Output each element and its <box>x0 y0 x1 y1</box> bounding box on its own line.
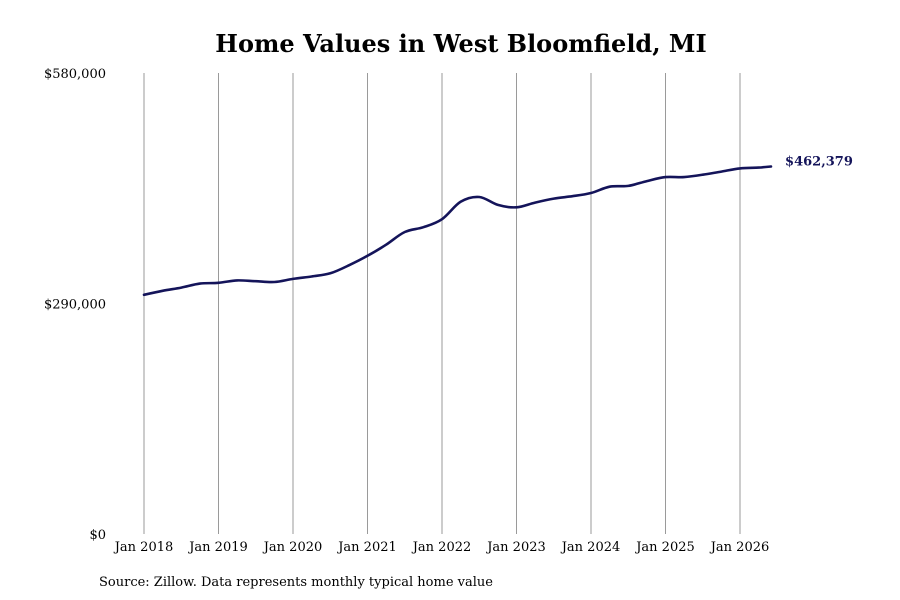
x-tick-label: Jan 2018 <box>113 540 174 555</box>
end-value-label: $462,379 <box>785 154 853 169</box>
x-tick-label: Jan 2023 <box>485 540 546 555</box>
source-note: Source: Zillow. Data represents monthly … <box>99 575 493 590</box>
chart-title: Home Values in West Bloomfield, MI <box>215 29 706 58</box>
x-tick-label: Jan 2024 <box>560 540 621 555</box>
x-tick-label: Jan 2026 <box>709 540 770 555</box>
x-axis-ticks: Jan 2018 Jan 2019 Jan 2020 Jan 2021 Jan 2022… <box>113 540 770 555</box>
y-tick-label: $0 <box>89 528 106 543</box>
x-tick-label: Jan 2021 <box>336 540 397 555</box>
x-tick-label: Jan 2020 <box>262 540 323 555</box>
y-tick-label: $290,000 <box>44 298 106 313</box>
series-line <box>142 165 773 297</box>
y-axis-ticks: $0 $290,000 $580,000 <box>44 67 106 543</box>
x-tick-label: Jan 2025 <box>634 540 695 555</box>
y-tick-label: $580,000 <box>44 67 106 82</box>
gridlines <box>143 73 741 534</box>
x-tick-label: Jan 2022 <box>411 540 472 555</box>
x-tick-label: Jan 2019 <box>187 540 248 555</box>
